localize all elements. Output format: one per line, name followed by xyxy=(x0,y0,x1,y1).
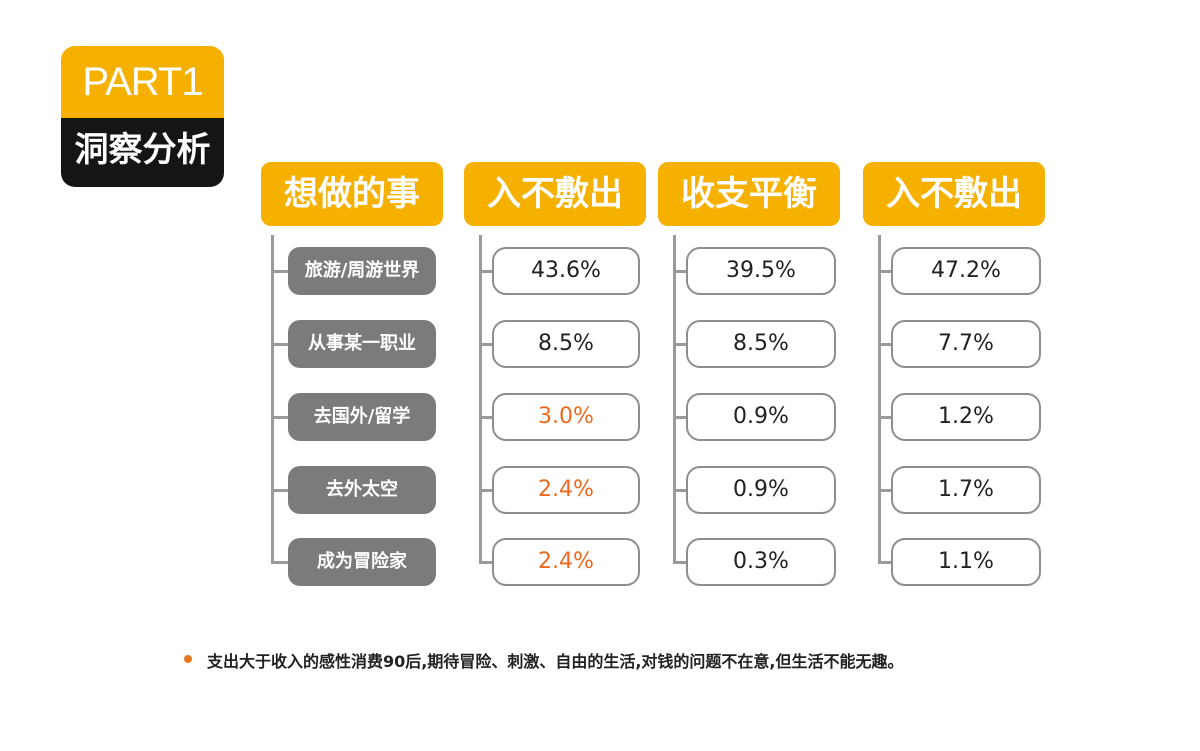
tree-branch xyxy=(878,270,893,273)
bullet-icon xyxy=(184,655,192,663)
column-overspend-2: 入不敷出 47.2% 7.7% 1.2% 1.7% 1.1% xyxy=(863,162,1045,586)
tree-branch xyxy=(878,343,893,346)
value-cell: 0.9% xyxy=(686,466,836,514)
tree-branch xyxy=(878,561,893,564)
tree-line xyxy=(673,235,676,562)
tree-branch xyxy=(271,270,289,273)
value-cell: 0.9% xyxy=(686,393,836,441)
column-header: 想做的事 xyxy=(261,162,443,226)
value-cell: 47.2% xyxy=(891,247,1041,295)
column-categories: 想做的事 旅游/周游世界 从事某一职业 去国外/留学 去外太空 成为冒险家 xyxy=(261,162,443,586)
tree-branch xyxy=(479,561,494,564)
tree-branch xyxy=(479,489,494,492)
tree-branch xyxy=(271,489,289,492)
tree-branch xyxy=(479,416,494,419)
value-cell: 43.6% xyxy=(492,247,640,295)
category-item: 成为冒险家 xyxy=(288,538,436,586)
column-header: 入不敷出 xyxy=(464,162,646,226)
value-cell: 1.1% xyxy=(891,538,1041,586)
tree-branch xyxy=(673,489,688,492)
column-header: 入不敷出 xyxy=(863,162,1045,226)
value-cell: 8.5% xyxy=(492,320,640,368)
value-cell: 1.7% xyxy=(891,466,1041,514)
value-cell: 3.0% xyxy=(492,393,640,441)
tree-branch xyxy=(878,416,893,419)
summary-note: 支出大于收入的感性消费90后,期待冒险、刺激、自由的生活,对钱的问题不在意,但生… xyxy=(207,652,904,671)
tree-line xyxy=(479,235,482,562)
part-badge: PART1 洞察分析 xyxy=(61,46,224,187)
value-cell: 8.5% xyxy=(686,320,836,368)
tree-branch xyxy=(271,416,289,419)
category-item: 从事某一职业 xyxy=(288,320,436,368)
part-label: PART1 xyxy=(61,46,224,118)
value-cell: 7.7% xyxy=(891,320,1041,368)
category-item: 旅游/周游世界 xyxy=(288,247,436,295)
tree-branch xyxy=(479,270,494,273)
tree-branch xyxy=(673,270,688,273)
tree-branch xyxy=(271,561,289,564)
value-cell: 0.3% xyxy=(686,538,836,586)
column-header: 收支平衡 xyxy=(658,162,840,226)
value-cell: 2.4% xyxy=(492,466,640,514)
column-balanced: 收支平衡 39.5% 8.5% 0.9% 0.9% 0.3% xyxy=(658,162,840,586)
tree-branch xyxy=(673,343,688,346)
tree-line xyxy=(271,235,274,562)
value-cell: 2.4% xyxy=(492,538,640,586)
column-overspend-1: 入不敷出 43.6% 8.5% 3.0% 2.4% 2.4% xyxy=(464,162,646,586)
tree-line xyxy=(878,235,881,562)
category-item: 去国外/留学 xyxy=(288,393,436,441)
tree-branch xyxy=(878,489,893,492)
tree-branch xyxy=(673,416,688,419)
tree-branch xyxy=(479,343,494,346)
tree-branch xyxy=(673,561,688,564)
value-cell: 1.2% xyxy=(891,393,1041,441)
tree-branch xyxy=(271,343,289,346)
value-cell: 39.5% xyxy=(686,247,836,295)
section-title: 洞察分析 xyxy=(61,118,224,187)
category-item: 去外太空 xyxy=(288,466,436,514)
